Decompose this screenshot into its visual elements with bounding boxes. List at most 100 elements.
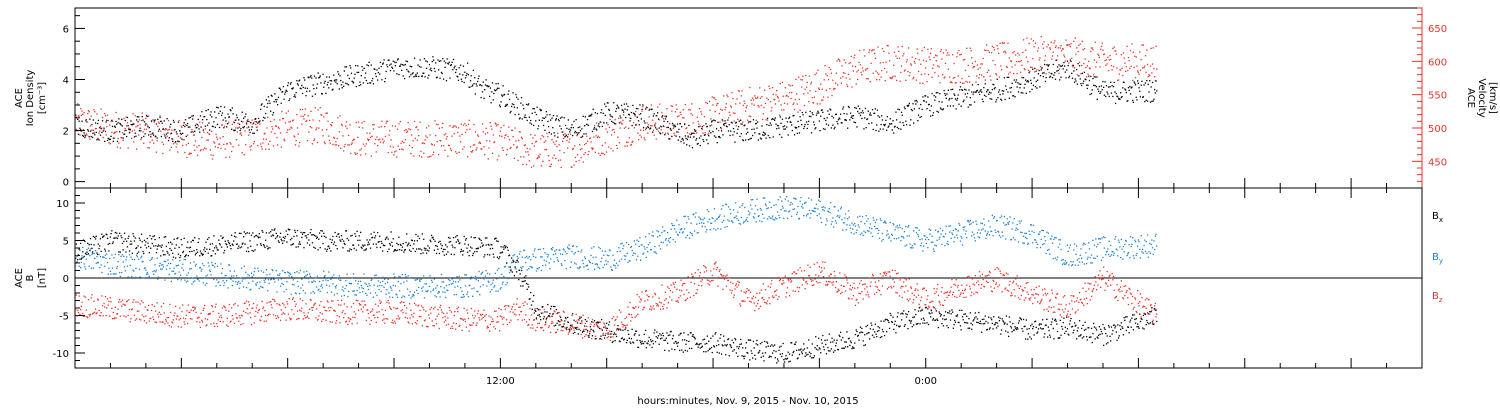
ion-density-point — [547, 120, 549, 123]
ion-density-point — [942, 109, 944, 111]
velocity-point — [285, 112, 287, 114]
ion-density-point — [97, 122, 99, 125]
bz-point — [216, 323, 218, 325]
bz-point — [426, 325, 428, 328]
bz-point — [1104, 289, 1106, 291]
bz-point — [1047, 293, 1049, 295]
ion-density-point — [878, 116, 881, 118]
velocity-point — [1039, 66, 1042, 68]
velocity-point — [204, 128, 206, 130]
bz-point — [993, 287, 996, 289]
velocity-point — [287, 110, 289, 112]
bz-point — [800, 277, 802, 279]
bz-point — [85, 309, 87, 311]
ion-density-point — [881, 119, 884, 121]
velocity-point — [765, 119, 767, 121]
velocity-point — [377, 139, 379, 141]
velocity-point — [194, 140, 197, 142]
velocity-point — [643, 137, 645, 139]
velocity-point — [993, 46, 995, 49]
bz-point — [734, 288, 736, 290]
bz-point — [519, 306, 521, 308]
ion-density-point — [372, 77, 374, 80]
ion-density-point — [1059, 79, 1061, 81]
ion-density-point — [1098, 85, 1100, 88]
velocity-point — [952, 77, 954, 79]
bz-point — [1094, 276, 1096, 278]
bz-point — [921, 308, 923, 310]
ion-density-point — [195, 127, 197, 129]
by-point — [82, 246, 84, 248]
velocity-point — [719, 121, 721, 123]
bz-point — [910, 287, 913, 289]
ion-density-point — [749, 138, 751, 140]
bz-point — [579, 329, 582, 332]
ion-density-point — [437, 59, 439, 61]
bz-point — [336, 315, 338, 317]
ion-density-point — [352, 82, 355, 84]
velocity-point — [459, 135, 461, 137]
bz-point — [909, 298, 911, 300]
velocity-point — [1010, 60, 1012, 62]
bz-point — [878, 290, 881, 292]
velocity-point — [664, 115, 666, 117]
ion-density-point — [219, 110, 221, 112]
bz-point — [628, 313, 630, 316]
ion-density-point — [737, 126, 740, 128]
bz-point — [969, 285, 971, 288]
ion-density-point — [553, 132, 555, 134]
ion-density-point — [567, 136, 569, 138]
ion-density-point — [299, 79, 301, 81]
bz-point — [946, 296, 948, 299]
bz-point — [1118, 288, 1120, 290]
ion-density-point — [947, 89, 949, 91]
velocity-point — [792, 103, 794, 106]
velocity-point — [641, 110, 643, 112]
velocity-point — [1083, 47, 1086, 50]
velocity-point — [638, 113, 640, 116]
ion-density-point — [136, 116, 138, 118]
velocity-point — [1000, 69, 1003, 71]
ion-density-point — [625, 103, 628, 105]
velocity-point — [917, 70, 920, 73]
ion-density-point — [197, 118, 199, 121]
bz-point — [922, 287, 925, 290]
ion-density-point — [847, 105, 850, 108]
bz-point — [569, 330, 571, 333]
ion-density-point — [971, 84, 974, 86]
bz-point — [395, 308, 397, 310]
ion-density-point — [920, 103, 922, 106]
ion-density-point — [693, 136, 695, 138]
velocity-point — [706, 126, 708, 128]
velocity-point — [512, 136, 514, 138]
bz-point — [767, 285, 769, 288]
bz-point — [1089, 299, 1091, 301]
ion-density-point — [988, 91, 991, 93]
ion-density-point — [1088, 75, 1090, 77]
velocity-point — [598, 136, 601, 139]
ion-density-point — [343, 70, 345, 72]
bz-point — [705, 267, 707, 269]
top-right-ylabel-line2: Velocity — [1476, 78, 1487, 117]
ion-density-point — [1015, 79, 1018, 81]
bz-point — [421, 325, 423, 327]
velocity-point — [208, 133, 210, 135]
ion-density-point — [780, 122, 782, 124]
bz-point — [357, 309, 360, 312]
bz-point — [831, 282, 833, 284]
velocity-point — [569, 133, 572, 135]
bz-point — [449, 309, 451, 312]
bz-point — [296, 318, 298, 320]
ion-density-point — [835, 113, 837, 115]
velocity-point — [728, 111, 730, 113]
velocity-point — [299, 108, 301, 111]
bz-point — [405, 312, 407, 314]
bz-point — [717, 285, 719, 287]
ion-density-point — [900, 111, 903, 113]
velocity-point — [489, 140, 491, 142]
velocity-point — [677, 131, 679, 133]
bz-point — [1115, 295, 1117, 298]
ion-density-point — [757, 139, 759, 141]
velocity-point — [349, 124, 351, 126]
bz-point — [1026, 291, 1028, 293]
